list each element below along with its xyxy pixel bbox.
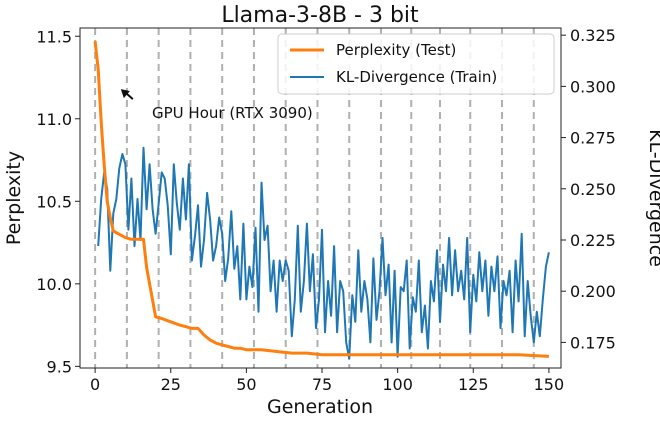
y-right-axis-title: KL-Divergence xyxy=(645,129,660,267)
y-right-tick-label: 0.250 xyxy=(570,180,616,199)
y-axis-title: Perplexity xyxy=(3,151,25,245)
kl-divergence-line xyxy=(97,146,550,360)
x-tick-label: 125 xyxy=(458,375,489,394)
chart-title: Llama-3-8B - 3 bit xyxy=(221,3,419,28)
y-right-tick-label: 0.300 xyxy=(570,77,616,96)
y-tick-label: 11.0 xyxy=(36,110,72,129)
annotation: GPU Hour (RTX 3090) xyxy=(120,89,313,122)
y-right-tick-label: 0.175 xyxy=(570,333,616,352)
x-tick-label: 100 xyxy=(382,375,413,394)
y-right-tick-label: 0.275 xyxy=(570,129,616,148)
x-tick-label: 50 xyxy=(236,375,256,394)
x-tick-label: 25 xyxy=(161,375,181,394)
ticks-layer: 0 25 50 75 100 125 150 9.5 10.0 10.5 11.0 11.5 0.175… xyxy=(36,26,615,394)
y-right-tick-label: 0.225 xyxy=(570,231,616,250)
y-right-tick-label: 0.200 xyxy=(570,282,616,301)
x-axis-title: Generation xyxy=(267,396,373,418)
y-right-tick-label: 0.325 xyxy=(570,26,616,45)
y-tick-label: 10.0 xyxy=(36,275,72,294)
y-tick-label: 9.5 xyxy=(47,357,72,376)
plot-frame xyxy=(79,27,562,369)
legend: Perplexity (Test) KL-Divergence (Train) xyxy=(277,33,555,95)
perplexity-line xyxy=(93,41,549,358)
legend-box xyxy=(277,33,555,95)
legend-label-kl: KL-Divergence (Train) xyxy=(336,68,497,86)
x-tick-label: 0 xyxy=(90,375,100,394)
series-layer xyxy=(93,41,550,360)
x-tick-label: 150 xyxy=(534,375,565,394)
x-tick-label: 75 xyxy=(312,375,332,394)
y-tick-label: 10.5 xyxy=(36,192,72,211)
y-tick-label: 11.5 xyxy=(36,27,72,46)
annotation-text: GPU Hour (RTX 3090) xyxy=(152,104,313,122)
legend-label-perplexity: Perplexity (Test) xyxy=(336,41,456,59)
annotation-arrow-head xyxy=(120,89,130,99)
